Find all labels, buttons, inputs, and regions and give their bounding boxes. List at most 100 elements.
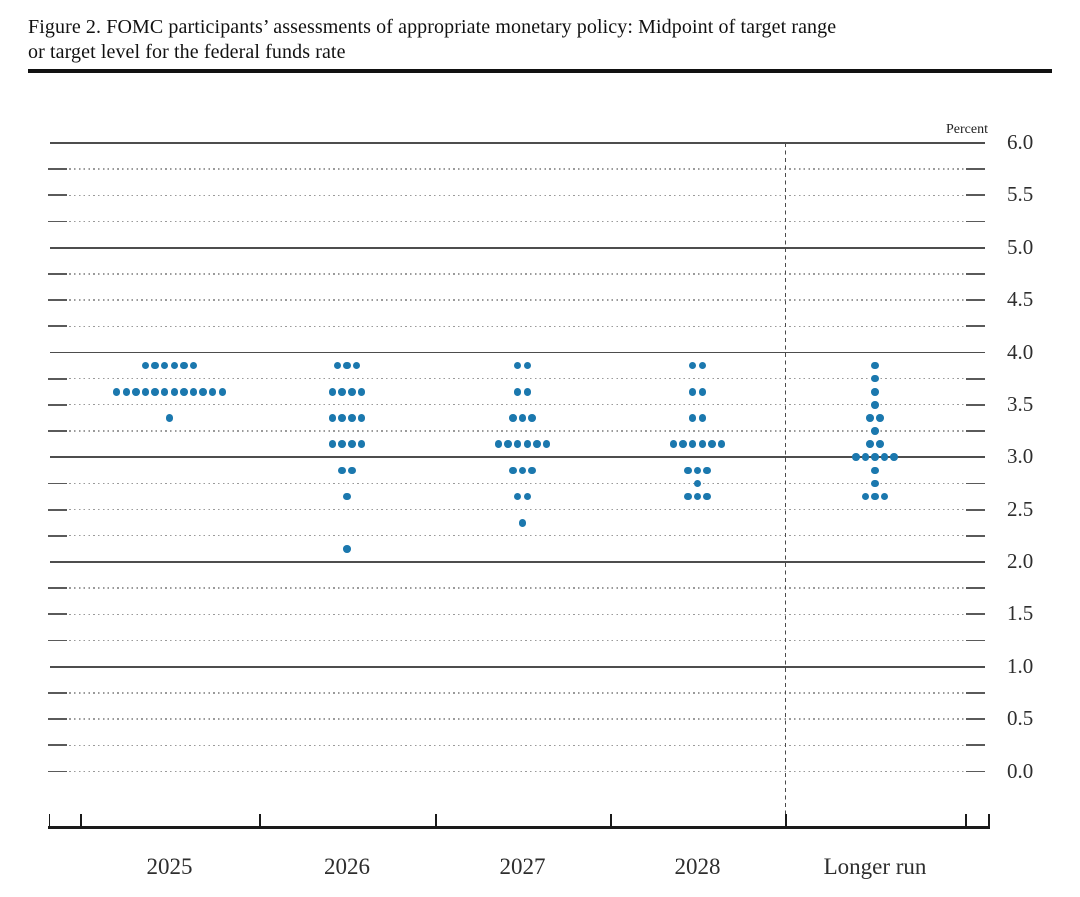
projection-dot [703, 466, 711, 475]
gridline-dotted [50, 508, 985, 511]
gridline-solid [50, 351, 985, 354]
y-tick-right [966, 718, 985, 721]
projection-dot [357, 387, 366, 396]
projection-dot [861, 453, 870, 462]
y-tick-left [48, 534, 67, 537]
projection-dot [693, 479, 702, 488]
projection-dot [122, 387, 131, 396]
projection-dot [523, 387, 532, 396]
projection-dot [861, 492, 870, 501]
projection-dot [693, 492, 702, 501]
projection-dot [703, 492, 711, 501]
longer-run-separator-line [785, 143, 787, 828]
y-axis-tick-label: 1.5 [1007, 601, 1034, 626]
y-tick-left [48, 194, 67, 197]
projection-dot [338, 387, 346, 396]
y-tick-right [966, 325, 985, 328]
projection-dot [871, 401, 879, 409]
y-tick-right [966, 377, 985, 380]
y-tick-right [966, 744, 985, 747]
projection-dot [684, 492, 692, 501]
y-tick-right [966, 299, 985, 302]
projection-dot [348, 387, 356, 396]
projection-dot [523, 440, 532, 448]
projection-dot [338, 414, 346, 422]
y-tick-left [48, 220, 67, 223]
projection-dot [343, 361, 351, 370]
y-tick-right [966, 273, 985, 275]
projection-dot [333, 361, 342, 370]
projection-dot [880, 492, 889, 501]
x-axis-category-label: 2026 [324, 854, 370, 879]
projection-dot [880, 453, 889, 462]
projection-dot [669, 440, 678, 448]
projection-dot [509, 414, 517, 422]
x-axis-tick [965, 814, 967, 826]
y-tick-left [48, 430, 67, 432]
gridline-dotted [50, 430, 985, 432]
x-axis-category-label: 2028 [674, 854, 721, 879]
projection-dot [189, 387, 198, 396]
gridline-dotted [50, 535, 985, 537]
gridline-solid [50, 142, 985, 144]
projection-dot [698, 440, 707, 448]
x-axis-tick [988, 814, 990, 826]
projection-dot [688, 387, 697, 396]
x-axis-category-label: 2027 [499, 854, 546, 879]
projection-dot [717, 440, 726, 448]
x-axis-tick [48, 814, 51, 826]
gridline-dotted [50, 613, 985, 615]
y-tick-right [966, 168, 985, 171]
gridline-dotted [50, 587, 985, 589]
projection-dot [504, 440, 512, 448]
projection-dot [170, 361, 179, 370]
projection-dot [141, 361, 150, 370]
y-tick-left [48, 639, 67, 642]
title-rule [28, 69, 1052, 73]
projection-dot [348, 466, 356, 475]
projection-dot [871, 374, 879, 383]
y-tick-right [966, 639, 985, 642]
y-tick-left [48, 587, 67, 590]
x-axis-tick [80, 814, 82, 826]
gridline-dotted [50, 194, 985, 196]
projection-dot [518, 466, 527, 475]
projection-dot [208, 387, 217, 396]
projection-dot [338, 466, 346, 475]
y-tick-right [966, 692, 985, 694]
gridline-solid [50, 665, 985, 668]
gridline-dotted [50, 377, 985, 380]
projection-dot [533, 440, 541, 448]
y-tick-left [48, 770, 67, 773]
gridline-dotted [50, 718, 985, 720]
projection-dot [328, 414, 337, 422]
projection-dot [679, 440, 687, 448]
projection-dot [160, 361, 169, 370]
y-tick-left [48, 508, 67, 511]
projection-dot [180, 361, 188, 370]
projection-dot [528, 466, 536, 475]
projection-dot [518, 518, 527, 527]
x-axis-tick [610, 814, 612, 826]
projection-dot [688, 361, 697, 370]
gridline-dotted [50, 325, 985, 327]
projection-dot [871, 492, 879, 501]
y-axis-tick-label: 1.0 [1007, 653, 1034, 678]
y-tick-right [966, 770, 985, 773]
projection-dot [513, 440, 522, 448]
gridline-solid [50, 561, 985, 563]
gridline-dotted [50, 220, 985, 223]
projection-dot [494, 440, 503, 448]
y-tick-left [48, 403, 67, 406]
gridline-solid [50, 246, 985, 249]
projection-dot [528, 414, 536, 422]
gridline-dotted [50, 482, 985, 485]
gridline-dotted [50, 692, 985, 694]
y-tick-right [966, 587, 985, 590]
projection-dot [693, 466, 702, 475]
figure-title-line1: Figure 2. FOMC participants’ assessments… [28, 16, 837, 38]
projection-dot [513, 387, 522, 396]
y-axis-tick-label: 2.0 [1007, 549, 1034, 573]
projection-dot [513, 361, 522, 370]
projection-dot [871, 479, 879, 488]
